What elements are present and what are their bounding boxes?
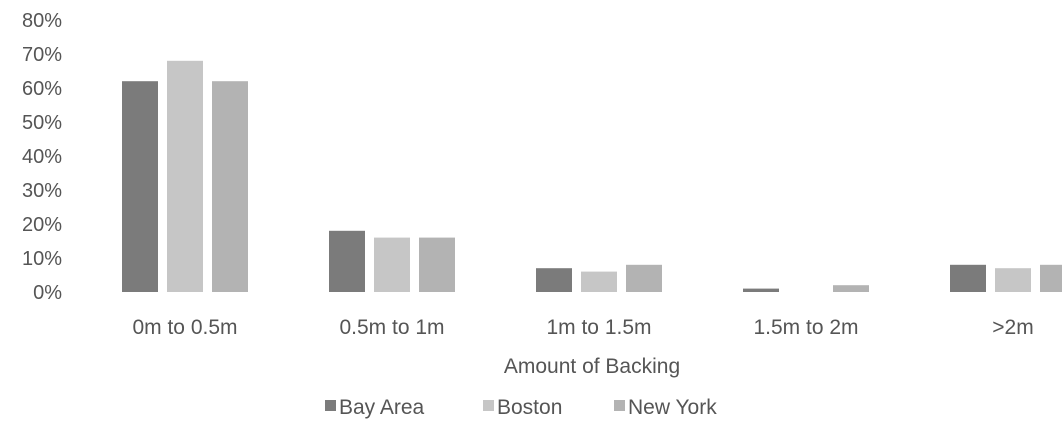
y-axis-ticks: 0% 10% 20% 30% 40% 50% 60% 70% 80% [22, 10, 62, 304]
bar-bay-area-1 [329, 230, 365, 292]
bar-new-york-3 [833, 285, 869, 292]
legend-label: Boston [497, 396, 562, 419]
bar-new-york-2 [626, 264, 662, 292]
bar-boston-0 [167, 60, 203, 292]
bar-new-york-0 [212, 81, 248, 292]
x-axis-title: Amount of Backing [504, 355, 680, 378]
bar-boston-4 [995, 268, 1031, 292]
legend: Bay Area Boston New York [325, 396, 717, 419]
legend-label: Bay Area [339, 396, 425, 419]
y-tick-label: 70% [22, 44, 62, 66]
y-tick-label: 0% [33, 282, 62, 304]
y-tick-label: 50% [22, 112, 62, 134]
bar-boston-2 [581, 271, 617, 292]
bar-series [122, 60, 1062, 292]
y-tick-label: 10% [22, 248, 62, 270]
bar-bay-area-3 [743, 288, 779, 292]
x-category-label: 0m to 0.5m [132, 316, 237, 339]
legend-swatch [614, 400, 625, 411]
x-category-label: 0.5m to 1m [339, 316, 444, 339]
legend-swatch [483, 400, 494, 411]
y-tick-label: 40% [22, 146, 62, 168]
x-category-label: >2m [992, 316, 1033, 339]
x-axis-categories: 0m to 0.5m 0.5m to 1m 1m to 1.5m 1.5m to 2m… [132, 316, 1033, 339]
bar-boston-1 [374, 237, 410, 292]
legend-label: New York [628, 396, 717, 419]
y-tick-label: 20% [22, 214, 62, 236]
bar-bay-area-2 [536, 268, 572, 292]
x-category-label: 1m to 1.5m [546, 316, 651, 339]
bar-bay-area-4 [950, 264, 986, 292]
x-category-label: 1.5m to 2m [753, 316, 858, 339]
bar-bay-area-0 [122, 81, 158, 292]
legend-swatch [325, 400, 336, 411]
y-tick-label: 60% [22, 78, 62, 100]
bar-new-york-4 [1040, 264, 1062, 292]
y-tick-label: 30% [22, 180, 62, 202]
bar-new-york-1 [419, 237, 455, 292]
y-tick-label: 80% [22, 10, 62, 32]
